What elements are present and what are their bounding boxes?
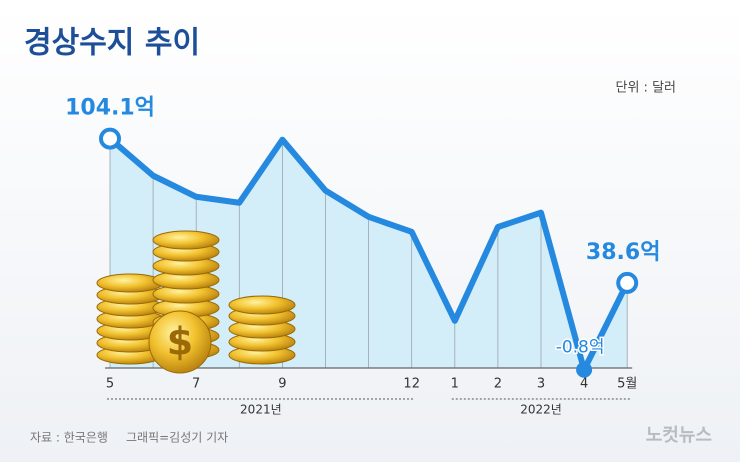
line: [108, 136, 630, 373]
x-tick-label: 2: [494, 377, 502, 392]
value-label: 38.6억: [586, 240, 661, 265]
coins: $: [96, 230, 296, 374]
x-tick-label: 5: [106, 377, 114, 392]
x-tick-label: 3: [537, 377, 545, 392]
unit-note: 단위 : 달러: [616, 81, 677, 96]
x-tick-label: 7: [192, 377, 200, 392]
chart-title: 경상수지 추이: [24, 26, 200, 61]
x-tick-label: 5월: [617, 377, 637, 392]
credit: 그래픽=김성기 기자: [126, 431, 228, 445]
x-tick-label: 4: [580, 377, 588, 392]
x-tick-label: 1: [451, 377, 459, 392]
x-tick-label: 12: [403, 377, 420, 392]
group-label: 2021년: [240, 403, 282, 417]
watermark: 노컷뉴스: [646, 425, 712, 446]
point: [576, 361, 593, 378]
source: 자료 : 한국은행: [30, 430, 108, 445]
group-label: 2022년: [520, 403, 562, 417]
value-label: -0.8억: [556, 338, 605, 358]
point: [99, 127, 121, 150]
svg-text:$: $: [167, 320, 193, 364]
x-tick-label: 9: [278, 377, 286, 392]
value-label: 104.1억: [65, 96, 155, 121]
point: [616, 271, 639, 294]
